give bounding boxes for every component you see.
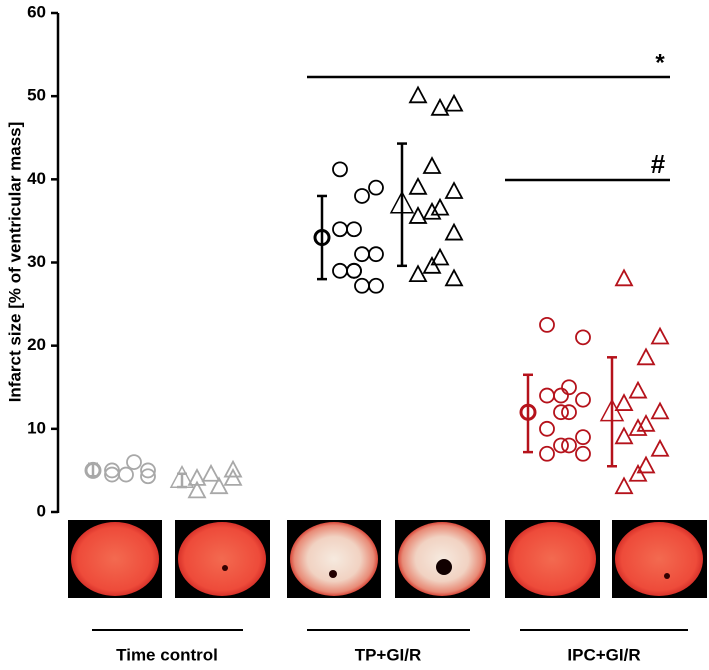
data-point xyxy=(444,268,464,287)
data-point xyxy=(368,277,384,294)
data-point xyxy=(104,462,120,479)
data-point xyxy=(561,404,577,421)
mean-marker xyxy=(389,190,415,214)
mean-marker xyxy=(519,403,537,421)
data-point xyxy=(408,264,428,283)
data-point xyxy=(636,347,656,366)
data-point xyxy=(575,445,591,462)
data-point xyxy=(354,277,370,294)
data-point xyxy=(628,380,648,399)
data-point xyxy=(636,413,656,432)
data-point xyxy=(444,222,464,241)
data-point xyxy=(422,201,442,220)
data-point xyxy=(575,391,591,408)
data-point xyxy=(430,247,450,266)
data-point xyxy=(444,93,464,112)
data-point xyxy=(332,262,348,279)
data-point xyxy=(332,161,348,178)
data-point xyxy=(539,387,555,404)
y-tick-label: 50 xyxy=(27,86,46,105)
data-point xyxy=(650,401,670,420)
data-point xyxy=(408,85,428,104)
data-point xyxy=(561,379,577,396)
data-point xyxy=(346,221,362,238)
data-point xyxy=(561,437,577,454)
mean-marker xyxy=(84,461,102,479)
data-point xyxy=(553,387,569,404)
data-point xyxy=(614,426,634,445)
y-axis-label: Infarct size [% of ventricular mass] xyxy=(5,122,24,403)
group-label: Time control xyxy=(116,645,218,664)
data-point xyxy=(539,445,555,462)
data-point xyxy=(614,393,634,411)
data-point xyxy=(553,404,569,421)
data-point xyxy=(539,420,555,437)
data-point xyxy=(614,476,634,495)
data-point xyxy=(650,326,670,345)
data-point xyxy=(430,97,450,116)
data-point xyxy=(430,197,450,216)
data-point xyxy=(126,454,142,471)
data-point xyxy=(346,262,362,279)
y-tick-label: 0 xyxy=(37,501,46,520)
y-tick-label: 20 xyxy=(27,335,46,354)
data-point xyxy=(368,179,384,196)
data-point xyxy=(408,206,428,224)
data-point xyxy=(332,221,348,238)
annotation: * xyxy=(655,49,665,76)
group-label: IPC+GI/R xyxy=(567,645,640,664)
data-point xyxy=(636,455,656,474)
y-tick-label: 40 xyxy=(27,169,46,188)
mean-marker xyxy=(169,465,195,488)
data-point xyxy=(187,480,207,499)
annotation: # xyxy=(651,149,666,179)
data-point xyxy=(575,329,591,346)
group-label: TP+GI/R xyxy=(355,645,422,664)
tissue-images xyxy=(68,520,707,598)
data-point xyxy=(422,255,442,274)
data-point xyxy=(201,463,221,482)
data-point xyxy=(539,316,555,333)
data-point xyxy=(628,463,648,482)
data-point xyxy=(140,462,156,479)
data-point xyxy=(614,268,634,287)
y-tick-label: 30 xyxy=(27,252,46,271)
data-point xyxy=(354,188,370,204)
data-point xyxy=(575,429,591,446)
y-tick-label: 10 xyxy=(27,418,46,437)
data-point xyxy=(444,181,464,199)
data-point xyxy=(408,176,428,195)
data-point xyxy=(628,418,648,436)
data-point xyxy=(354,246,370,263)
data-point xyxy=(422,156,442,174)
data-point xyxy=(223,459,243,478)
data-point xyxy=(118,466,134,483)
data-point xyxy=(187,468,207,486)
data-point xyxy=(140,468,156,485)
data-point xyxy=(650,438,670,457)
data-point xyxy=(209,476,229,495)
data-point xyxy=(368,246,384,263)
data-point xyxy=(553,437,569,454)
significance-lines xyxy=(307,75,670,182)
y-tick-label: 60 xyxy=(27,2,46,21)
data-point xyxy=(223,468,243,486)
mean-marker xyxy=(313,229,331,247)
